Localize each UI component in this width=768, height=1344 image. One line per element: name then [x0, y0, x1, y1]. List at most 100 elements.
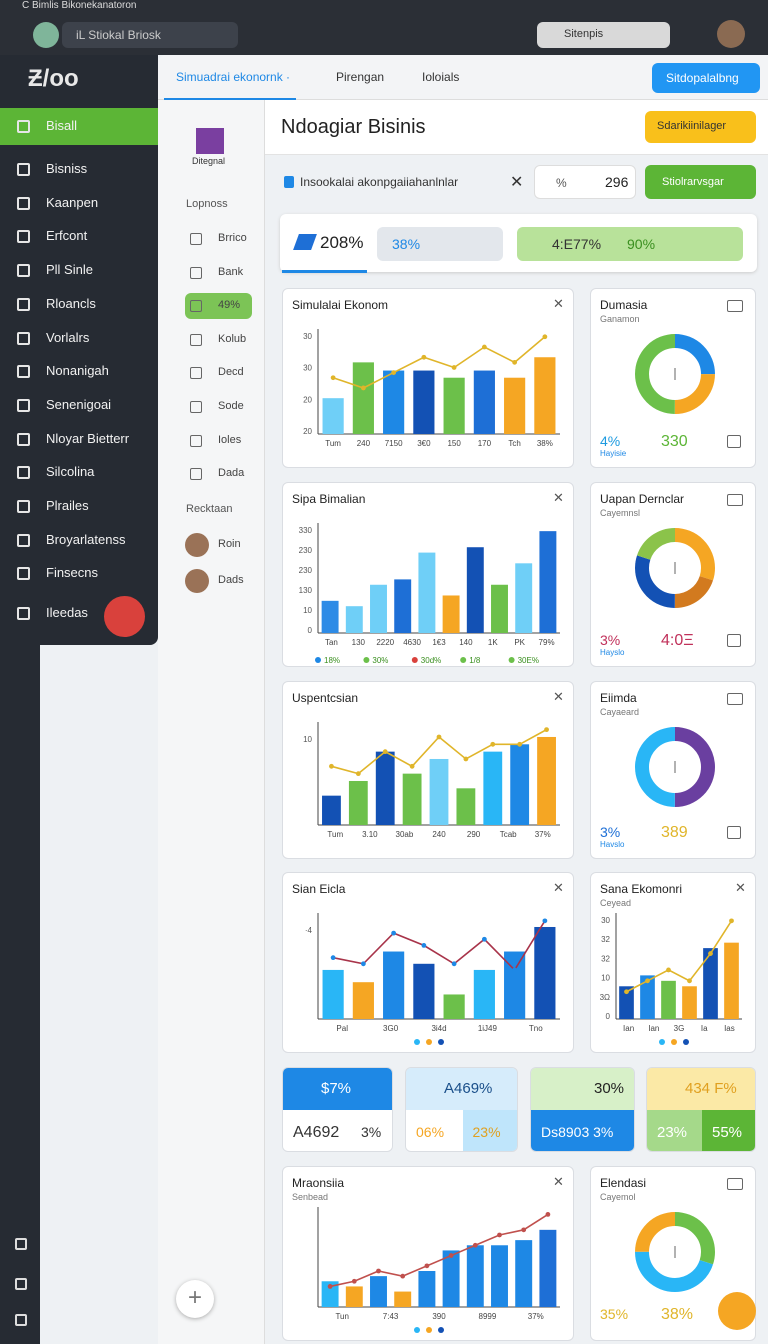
trend-line — [332, 920, 546, 972]
chart-canvas: 330 230 230 130 10 0 Tan 130 2220 4630 1€3 140 1K PK 7… — [299, 523, 560, 665]
donut-segment — [635, 1212, 715, 1292]
stat-left: 35% — [600, 1306, 629, 1322]
menu-item: Erfcont — [46, 228, 88, 244]
tile-bottom — [462, 1110, 517, 1151]
strip-icon — [15, 1238, 27, 1250]
line-dot — [391, 370, 397, 375]
bar — [534, 357, 556, 434]
y-tick-label: 0 — [606, 1012, 611, 1021]
line-dot — [729, 918, 734, 924]
sub-nav: Ditegnal Lopnoss Brrico Bank 49% Kolub Decd Sod… — [158, 100, 265, 1344]
section2: Recktaan — [186, 503, 233, 515]
chart-canvas — [635, 334, 715, 414]
card: Sipa Bimalian ✕ 330 230 230 130 10 0 Tan 130 2220 4… — [282, 482, 574, 667]
legend-dot — [363, 657, 370, 663]
menu-icon — [17, 120, 30, 133]
header: Ndoagiar Bisinis Sdarikiinilager — [265, 100, 768, 155]
bar — [443, 377, 465, 434]
y-tick-label: 10 — [303, 735, 312, 744]
filter-unit: % — [556, 176, 567, 190]
bar — [322, 795, 341, 825]
line-dot — [330, 955, 336, 961]
line-dot — [517, 741, 523, 747]
item-icon — [190, 333, 202, 346]
caption: Hayslo — [600, 648, 625, 657]
person-avatar — [185, 533, 209, 557]
x-tick-label: PK — [514, 638, 525, 647]
card: Uapan Dernclar Cayemnsl 3% 4:0Ξ Hayslo — [590, 482, 756, 667]
bar — [473, 969, 495, 1019]
line-dot — [360, 961, 366, 967]
card-subtitle: Ceyead — [600, 898, 632, 908]
filter-value: 296 — [605, 174, 629, 190]
close: ✕ — [553, 490, 564, 505]
menu-item: Kaanpen — [46, 194, 99, 210]
card: Uspentcsian ✕ 10 Tum 3.10 30ab 240 290 Tcab 37% — [282, 681, 574, 859]
line-dot — [400, 1273, 406, 1279]
close: ✕ — [553, 880, 564, 895]
header-button — [645, 111, 756, 143]
y-tick-label: 32 — [601, 935, 610, 944]
menu-icon — [17, 607, 30, 621]
line-dot — [330, 375, 336, 381]
bar — [491, 584, 508, 633]
y-tick-label: 230 — [299, 546, 313, 555]
stat: 90% — [627, 236, 656, 252]
tab-underline — [164, 98, 296, 100]
x-tick-label: Tcab — [500, 830, 517, 839]
chart-canvas: ·4 Pal 3G0 3i4d 1iJ49 Tno — [305, 913, 560, 1045]
menu-icon — [17, 331, 30, 345]
card-subtitle: Cayemnsl — [600, 508, 641, 518]
card-title: Dumasia — [600, 298, 648, 312]
y-tick-label: 20 — [303, 427, 312, 436]
x-tick-label: 150 — [447, 439, 461, 448]
bar — [345, 1286, 363, 1307]
tile-top — [283, 1068, 392, 1110]
sub-item: Ioles — [218, 433, 242, 446]
menu-item: Nonanigah — [46, 363, 109, 379]
brand-icon — [196, 128, 224, 154]
tile-value: 06% — [416, 1124, 445, 1140]
page-dot — [414, 1039, 420, 1045]
menu-icon — [17, 432, 30, 446]
close: ✕ — [735, 880, 746, 895]
menu-item: Nloyar Bietterr — [46, 430, 130, 446]
bar — [345, 606, 363, 633]
item-icon — [190, 468, 202, 481]
x-tick-label: 1iJ49 — [478, 1024, 498, 1033]
card-title: Elendasi — [600, 1176, 647, 1190]
line-dot — [382, 749, 388, 755]
donut-segment — [635, 334, 715, 414]
item-icon — [190, 367, 202, 380]
line-dot — [451, 961, 457, 967]
menu-item: Bisniss — [46, 161, 88, 176]
tile-bottom — [406, 1110, 463, 1151]
tab: Ioloials — [422, 70, 460, 84]
chart-canvas: 30 30 20 20 Tum 240 7150 3€0 150 170 Tch 38% — [303, 329, 560, 448]
line-dot — [436, 734, 442, 740]
page-title: Ndoagiar Bisinis — [281, 116, 426, 138]
expand-icon — [727, 634, 741, 647]
bar — [515, 563, 533, 633]
top-button — [652, 63, 760, 93]
search-box — [537, 22, 670, 48]
bar — [473, 370, 495, 434]
close: ✕ — [553, 1174, 564, 1189]
site-icon — [33, 22, 59, 48]
menu-item: Plrailes — [46, 498, 89, 513]
x-tick-label: Tan — [325, 638, 338, 647]
donut-segment — [635, 727, 715, 807]
x-tick-label: 37% — [535, 830, 551, 839]
x-tick-label: Ian — [623, 1024, 634, 1033]
stat-right: 4:0Ξ — [661, 632, 694, 649]
chart-canvas: Tun 7:43 390 8999 37% — [317, 1207, 560, 1333]
legend-dot — [508, 657, 515, 663]
expand-icon — [727, 435, 741, 448]
address-text: iL Stiokal Briosk — [76, 28, 161, 42]
bar — [418, 552, 436, 633]
y-tick-label: 10 — [303, 606, 312, 615]
bar — [483, 751, 503, 825]
donut-segment — [635, 528, 715, 608]
bar — [442, 1250, 460, 1307]
chart-canvas — [635, 528, 715, 608]
